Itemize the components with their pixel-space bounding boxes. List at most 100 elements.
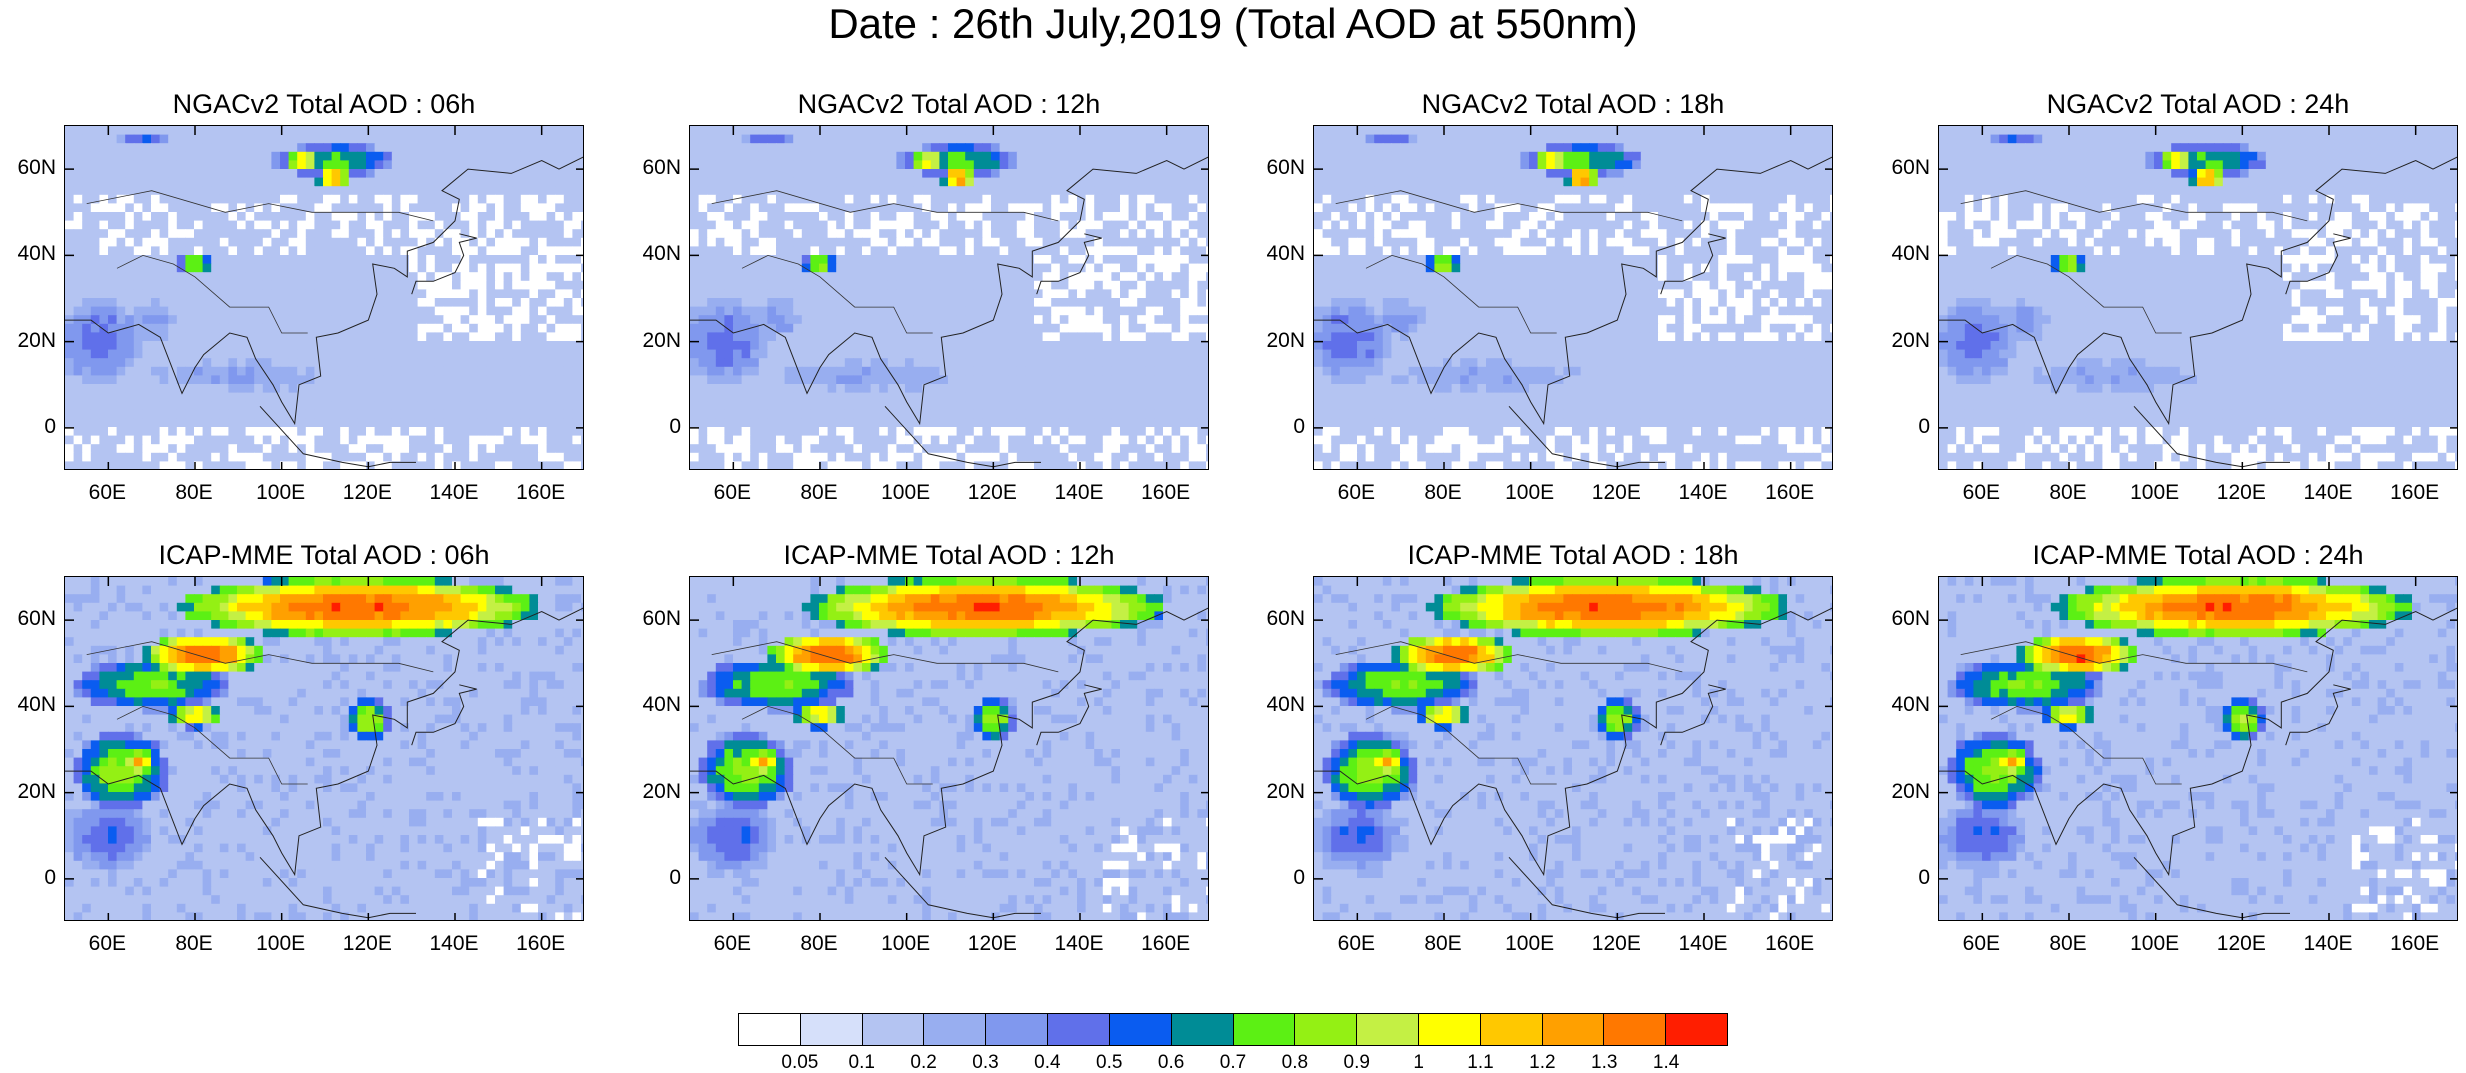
aod-field bbox=[65, 126, 584, 470]
x-tick-label: 60E bbox=[702, 482, 762, 504]
y-tick-label: 20N bbox=[0, 781, 56, 803]
panel-title: ICAP-MME Total AOD : 18h bbox=[1313, 540, 1833, 570]
aod-map bbox=[64, 576, 584, 921]
colorbar-bin bbox=[1481, 1014, 1543, 1045]
figure-title: Date : 26th July,2019 (Total AOD at 550n… bbox=[0, 2, 2466, 46]
x-tick-label: 160E bbox=[1136, 933, 1196, 955]
x-tick-label: 120E bbox=[2211, 933, 2271, 955]
colorbar-bin bbox=[739, 1014, 801, 1045]
y-tick-label: 0 bbox=[1245, 867, 1305, 889]
y-tick-label: 20N bbox=[1870, 330, 1930, 352]
colorbar-label: 0.5 bbox=[1079, 1053, 1139, 1073]
x-tick-label: 140E bbox=[424, 482, 484, 504]
y-tick-label: 0 bbox=[0, 867, 56, 889]
aod-field bbox=[1314, 126, 1833, 470]
colorbar-label: 0.3 bbox=[956, 1053, 1016, 1073]
aod-field bbox=[65, 577, 584, 921]
colorbar-bin bbox=[1295, 1014, 1357, 1045]
x-tick-label: 80E bbox=[2038, 933, 2098, 955]
y-tick-label: 40N bbox=[1245, 694, 1305, 716]
panel-title: NGACv2 Total AOD : 24h bbox=[1938, 89, 2458, 119]
colorbar-label: 1.3 bbox=[1574, 1053, 1634, 1073]
y-tick-label: 0 bbox=[1870, 867, 1930, 889]
colorbar-label: 0.7 bbox=[1203, 1053, 1263, 1073]
colorbar-bin bbox=[1234, 1014, 1296, 1045]
x-tick-label: 140E bbox=[1673, 933, 1733, 955]
y-tick-label: 60N bbox=[1245, 157, 1305, 179]
y-tick-label: 60N bbox=[621, 608, 681, 630]
y-tick-label: 0 bbox=[621, 867, 681, 889]
x-tick-label: 120E bbox=[337, 933, 397, 955]
aod-map bbox=[1313, 125, 1833, 470]
x-tick-label: 80E bbox=[1413, 482, 1473, 504]
colorbar-bin bbox=[1666, 1014, 1727, 1045]
x-tick-label: 120E bbox=[962, 933, 1022, 955]
colorbar-label: 1.4 bbox=[1636, 1053, 1696, 1073]
colorbar-bin bbox=[924, 1014, 986, 1045]
colorbar-label: 0.6 bbox=[1141, 1053, 1201, 1073]
aod-field bbox=[1314, 577, 1833, 921]
aod-map bbox=[1938, 576, 2458, 921]
colorbar bbox=[738, 1013, 1728, 1046]
colorbar-label: 0.8 bbox=[1265, 1053, 1325, 1073]
x-tick-label: 140E bbox=[2298, 933, 2358, 955]
panel-title: NGACv2 Total AOD : 12h bbox=[689, 89, 1209, 119]
x-tick-label: 100E bbox=[1500, 933, 1560, 955]
x-tick-label: 100E bbox=[876, 482, 936, 504]
x-tick-label: 60E bbox=[1951, 933, 2011, 955]
y-tick-label: 0 bbox=[1870, 416, 1930, 438]
aod-field bbox=[1939, 577, 2458, 921]
aod-map bbox=[689, 125, 1209, 470]
x-tick-label: 80E bbox=[164, 933, 224, 955]
colorbar-bin bbox=[1543, 1014, 1605, 1045]
y-tick-label: 60N bbox=[1870, 157, 1930, 179]
colorbar-bin bbox=[986, 1014, 1048, 1045]
aod-field bbox=[690, 577, 1209, 921]
x-tick-label: 160E bbox=[511, 933, 571, 955]
x-tick-label: 60E bbox=[702, 933, 762, 955]
colorbar-label: 0.4 bbox=[1017, 1053, 1077, 1073]
x-tick-label: 140E bbox=[1673, 482, 1733, 504]
y-tick-label: 40N bbox=[0, 243, 56, 265]
x-tick-label: 100E bbox=[2125, 933, 2185, 955]
x-tick-label: 60E bbox=[1326, 482, 1386, 504]
aod-map bbox=[64, 125, 584, 470]
colorbar-label: 0.2 bbox=[894, 1053, 954, 1073]
x-tick-label: 140E bbox=[1049, 482, 1109, 504]
x-tick-label: 160E bbox=[1136, 482, 1196, 504]
x-tick-label: 60E bbox=[77, 933, 137, 955]
x-tick-label: 100E bbox=[251, 482, 311, 504]
aod-map bbox=[1313, 576, 1833, 921]
panel-title: ICAP-MME Total AOD : 06h bbox=[64, 540, 584, 570]
x-tick-label: 100E bbox=[2125, 482, 2185, 504]
colorbar-label: 1.2 bbox=[1512, 1053, 1572, 1073]
x-tick-label: 80E bbox=[1413, 933, 1473, 955]
x-tick-label: 100E bbox=[251, 933, 311, 955]
x-tick-label: 80E bbox=[2038, 482, 2098, 504]
x-tick-label: 80E bbox=[789, 933, 849, 955]
colorbar-bin bbox=[1604, 1014, 1666, 1045]
y-tick-label: 40N bbox=[1870, 243, 1930, 265]
y-tick-label: 40N bbox=[0, 694, 56, 716]
y-tick-label: 20N bbox=[0, 330, 56, 352]
y-tick-label: 0 bbox=[0, 416, 56, 438]
x-tick-label: 120E bbox=[1586, 482, 1646, 504]
y-tick-label: 60N bbox=[1245, 608, 1305, 630]
y-tick-label: 40N bbox=[1870, 694, 1930, 716]
colorbar-label: 0.9 bbox=[1327, 1053, 1387, 1073]
x-tick-label: 120E bbox=[337, 482, 397, 504]
y-tick-label: 40N bbox=[1245, 243, 1305, 265]
colorbar-bin bbox=[801, 1014, 863, 1045]
colorbar-bin bbox=[1357, 1014, 1419, 1045]
y-tick-label: 60N bbox=[0, 608, 56, 630]
x-tick-label: 120E bbox=[2211, 482, 2271, 504]
y-tick-label: 40N bbox=[621, 243, 681, 265]
aod-field bbox=[1939, 126, 2458, 470]
x-tick-label: 160E bbox=[2385, 482, 2445, 504]
